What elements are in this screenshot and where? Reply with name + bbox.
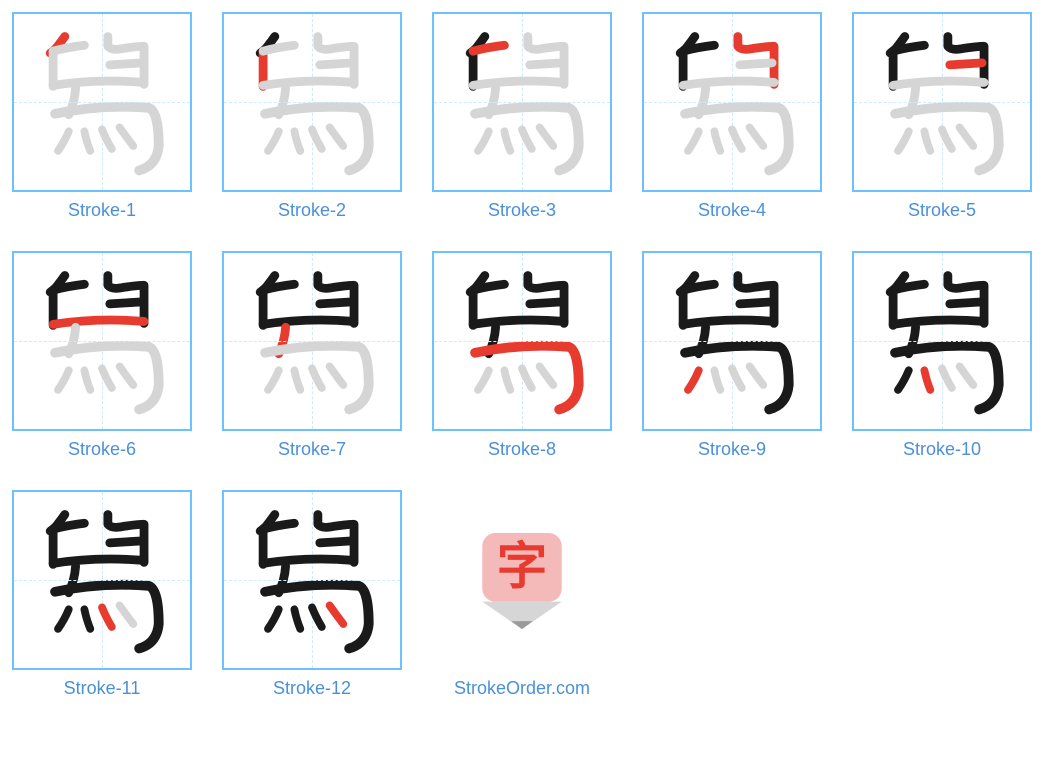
stroke-label: Stroke-6 <box>68 439 136 460</box>
stroke-label: Stroke-4 <box>698 200 766 221</box>
stroke-label: Stroke-5 <box>908 200 976 221</box>
character-svg <box>14 492 190 668</box>
character-box <box>222 490 402 670</box>
stroke-cell: Stroke-5 <box>852 12 1032 221</box>
character-box <box>432 12 612 192</box>
character-box <box>432 251 612 431</box>
stroke-label: Stroke-8 <box>488 439 556 460</box>
stroke-cell: Stroke-10 <box>852 251 1032 460</box>
stroke-label: Stroke-7 <box>278 439 346 460</box>
logo-cell: 字 StrokeOrder.com <box>432 490 612 699</box>
character-svg <box>224 253 400 429</box>
stroke-cell: Stroke-3 <box>432 12 612 221</box>
character-box <box>852 12 1032 192</box>
stroke-label: Stroke-9 <box>698 439 766 460</box>
stroke-cell: Stroke-9 <box>642 251 822 460</box>
stroke-cell: Stroke-6 <box>12 251 192 460</box>
character-box <box>642 12 822 192</box>
stroke-cell: Stroke-2 <box>222 12 402 221</box>
site-logo: 字 <box>432 490 612 670</box>
character-box <box>642 251 822 431</box>
character-box <box>12 251 192 431</box>
character-svg <box>224 14 400 190</box>
character-box <box>12 490 192 670</box>
stroke-cell: Stroke-1 <box>12 12 192 221</box>
character-svg <box>224 492 400 668</box>
stroke-label: Stroke-2 <box>278 200 346 221</box>
character-box <box>852 251 1032 431</box>
stroke-label: Stroke-11 <box>64 678 141 699</box>
stroke-cell: Stroke-8 <box>432 251 612 460</box>
character-svg <box>434 14 610 190</box>
stroke-cell: Stroke-11 <box>12 490 192 699</box>
stroke-cell: Stroke-12 <box>222 490 402 699</box>
character-svg <box>14 14 190 190</box>
stroke-label: Stroke-3 <box>488 200 556 221</box>
character-svg <box>14 253 190 429</box>
site-name: StrokeOrder.com <box>454 678 590 699</box>
character-box <box>222 251 402 431</box>
character-svg <box>644 14 820 190</box>
svg-text:字: 字 <box>497 538 548 595</box>
stroke-grid: Stroke-1 Stroke-2 Stroke-3 Stroke-4 Stroke-5… <box>12 12 1038 699</box>
character-box <box>222 12 402 192</box>
character-svg <box>644 253 820 429</box>
character-svg <box>854 253 1030 429</box>
character-svg <box>434 253 610 429</box>
stroke-label: Stroke-1 <box>68 200 136 221</box>
character-svg <box>854 14 1030 190</box>
stroke-label: Stroke-12 <box>273 678 351 699</box>
stroke-cell: Stroke-4 <box>642 12 822 221</box>
stroke-cell: Stroke-7 <box>222 251 402 460</box>
character-box <box>12 12 192 192</box>
stroke-label: Stroke-10 <box>903 439 981 460</box>
